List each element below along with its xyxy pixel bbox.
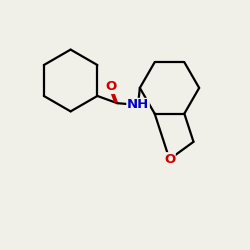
Text: O: O [106, 80, 117, 94]
Text: O: O [164, 153, 175, 166]
Text: NH: NH [127, 98, 149, 112]
